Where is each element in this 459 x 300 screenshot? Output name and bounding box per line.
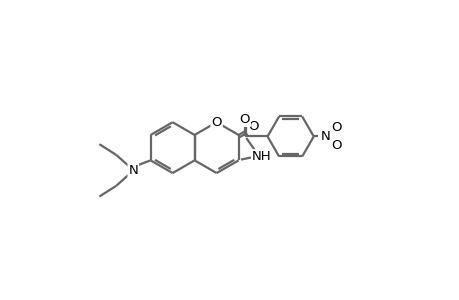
Text: O: O (330, 121, 341, 134)
Text: O: O (247, 120, 258, 133)
Text: O: O (330, 139, 341, 152)
Text: O: O (211, 116, 221, 129)
Text: NH: NH (252, 150, 271, 163)
Text: O: O (239, 113, 250, 126)
Text: N: N (320, 130, 330, 143)
Text: N: N (128, 164, 138, 177)
